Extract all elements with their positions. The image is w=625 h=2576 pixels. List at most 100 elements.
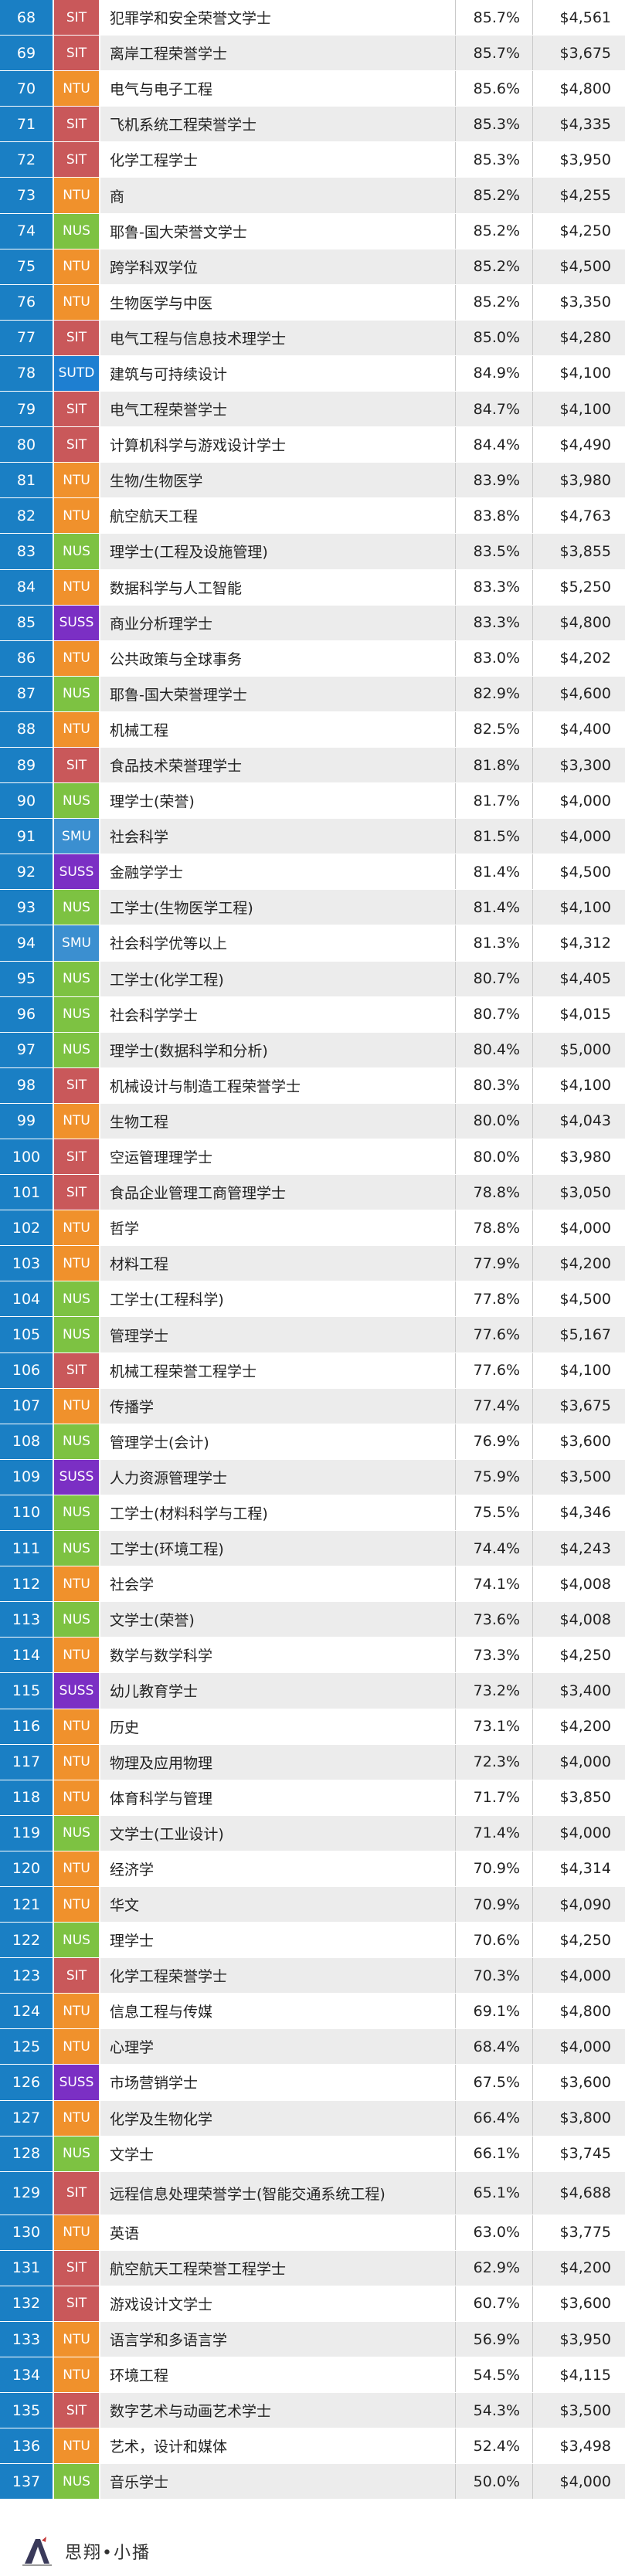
table-row: 101 SIT 食品企业管理工商管理学士 78.8% $3,050 [0, 1175, 625, 1211]
table-row: 74 NUS 耶鲁-国大荣誉文学士 85.2% $4,250 [0, 213, 625, 249]
table-row: 137 NUS 音乐学士 50.0% $4,000 [0, 2464, 625, 2500]
employment-rate-cell: 85.2% [456, 178, 533, 213]
major-cell: 食品企业管理工商管理学士 [100, 1175, 456, 1210]
rank-cell: 78 [0, 355, 54, 392]
salary-cell: $4,100 [533, 890, 625, 925]
school-badge: NTU [54, 1709, 100, 1744]
employment-rate-cell: 83.5% [456, 534, 533, 569]
salary-cell: $3,500 [533, 2393, 625, 2428]
salary-cell: $3,950 [533, 142, 625, 178]
employment-rate-cell: 85.3% [456, 142, 533, 178]
major-cell: 耶鲁-国大荣誉理学士 [100, 676, 456, 711]
table-row: 106 SIT 机械工程荣誉工程学士 77.6% $4,100 [0, 1352, 625, 1389]
rank-cell: 101 [0, 1175, 54, 1210]
table-row: 87 NUS 耶鲁-国大荣誉理学士 82.9% $4,600 [0, 676, 625, 712]
major-cell: 理学士(工程及设施管理) [100, 534, 456, 569]
salary-cell: $4,000 [533, 819, 625, 854]
salary-cell: $4,763 [533, 498, 625, 534]
employment-rate-cell: 75.5% [456, 1495, 533, 1531]
rank-cell: 113 [0, 1602, 54, 1638]
employment-rate-cell: 85.2% [456, 213, 533, 249]
salary-cell: $3,855 [533, 534, 625, 569]
table-row: 85 SUSS 商业分析理学士 83.3% $4,800 [0, 605, 625, 641]
employment-rate-cell: 80.3% [456, 1067, 533, 1103]
employment-rate-cell: 80.4% [456, 1032, 533, 1067]
table-row: 73 NTU 商 85.2% $4,255 [0, 178, 625, 214]
salary-cell: $3,745 [533, 2136, 625, 2171]
school-badge: NTU [54, 249, 100, 284]
table-row: 131 SIT 航空航天工程荣誉工程学士 62.9% $4,200 [0, 2250, 625, 2286]
rank-cell: 136 [0, 2428, 54, 2464]
major-cell: 生物/生物医学 [100, 463, 456, 498]
table-row: 95 NUS 工学士(化学工程) 80.7% $4,405 [0, 961, 625, 997]
rank-cell: 110 [0, 1495, 54, 1531]
table-row: 111 NUS 工学士(环境工程) 74.4% $4,243 [0, 1531, 625, 1567]
rank-cell: 89 [0, 747, 54, 783]
salary-cell: $4,335 [533, 107, 625, 142]
salary-cell: $3,775 [533, 2215, 625, 2250]
rank-cell: 127 [0, 2100, 54, 2136]
rank-cell: 103 [0, 1246, 54, 1281]
school-badge: SMU [54, 925, 100, 961]
salary-cell: $4,115 [533, 2357, 625, 2393]
major-cell: 理学士(荣誉) [100, 783, 456, 819]
rank-cell: 80 [0, 427, 54, 463]
major-cell: 离岸工程荣誉学士 [100, 36, 456, 71]
salary-cell: $4,314 [533, 1851, 625, 1886]
salary-cell: $4,490 [533, 427, 625, 463]
employment-rate-cell: 54.3% [456, 2393, 533, 2428]
table-row: 75 NTU 跨学科双学位 85.2% $4,500 [0, 249, 625, 285]
table-row: 97 NUS 理学士(数据科学和分析) 80.4% $5,000 [0, 1032, 625, 1068]
table-row: 124 NTU 信息工程与传媒 69.1% $4,800 [0, 1994, 625, 2030]
rank-cell: 115 [0, 1673, 54, 1709]
table-row: 83 NUS 理学士(工程及设施管理) 83.5% $3,855 [0, 534, 625, 570]
school-badge: SUSS [54, 605, 100, 640]
rank-cell: 112 [0, 1566, 54, 1602]
table-row: 116 NTU 历史 73.1% $4,200 [0, 1709, 625, 1745]
employment-rate-cell: 84.7% [456, 392, 533, 427]
table-row: 99 NTU 生物工程 80.0% $4,043 [0, 1103, 625, 1139]
table-row: 126 SUSS 市场营销学士 67.5% $3,600 [0, 2065, 625, 2101]
rank-cell: 79 [0, 392, 54, 427]
school-badge: SIT [54, 2393, 100, 2428]
table-row: 108 NUS 管理学士(会计) 76.9% $3,600 [0, 1424, 625, 1460]
rank-cell: 134 [0, 2357, 54, 2393]
employment-rate-cell: 81.5% [456, 819, 533, 854]
rank-cell: 82 [0, 498, 54, 534]
major-cell: 耶鲁-国大荣誉文学士 [100, 213, 456, 249]
salary-cell: $4,312 [533, 925, 625, 961]
major-cell: 化学及生物化学 [100, 2100, 456, 2136]
rank-cell: 92 [0, 854, 54, 890]
employment-rate-cell: 70.6% [456, 1923, 533, 1958]
major-cell: 环境工程 [100, 2357, 456, 2393]
salary-cell: $4,100 [533, 1352, 625, 1388]
rank-cell: 121 [0, 1886, 54, 1923]
employment-rate-cell: 85.3% [456, 107, 533, 142]
school-badge: NTU [54, 2100, 100, 2136]
major-cell: 社会科学学士 [100, 996, 456, 1032]
table-row: 76 NTU 生物医学与中医 85.2% $3,350 [0, 284, 625, 321]
employment-rate-cell: 74.1% [456, 1566, 533, 1602]
school-badge: SUTD [54, 355, 100, 392]
major-cell: 化学工程学士 [100, 142, 456, 178]
rank-cell: 81 [0, 463, 54, 498]
table-row: 102 NTU 哲学 78.8% $4,000 [0, 1210, 625, 1247]
school-badge: NUS [54, 996, 100, 1032]
salary-cell: $4,500 [533, 249, 625, 284]
table-row: 130 NTU 英语 63.0% $3,775 [0, 2215, 625, 2251]
rank-cell: 83 [0, 534, 54, 569]
table-row: 79 SIT 电气工程荣誉学士 84.7% $4,100 [0, 392, 625, 428]
table-row: 120 NTU 经济学 70.9% $4,314 [0, 1851, 625, 1887]
table-row: 136 NTU 艺术，设计和媒体 52.4% $3,498 [0, 2428, 625, 2465]
salary-cell: $4,000 [533, 2029, 625, 2065]
table-row: 78 SUTD 建筑与可持续设计 84.9% $4,100 [0, 355, 625, 392]
school-badge: NUS [54, 1531, 100, 1566]
table-row: 81 NTU 生物/生物医学 83.9% $3,980 [0, 463, 625, 499]
employment-rate-cell: 81.8% [456, 747, 533, 783]
school-badge: NUS [54, 1495, 100, 1531]
major-cell: 远程信息处理荣誉学士(智能交通系统工程) [100, 2171, 456, 2215]
major-cell: 数学与数学科学 [100, 1638, 456, 1673]
rank-cell: 88 [0, 711, 54, 747]
employment-rate-cell: 80.7% [456, 996, 533, 1032]
employment-rate-cell: 85.0% [456, 320, 533, 355]
